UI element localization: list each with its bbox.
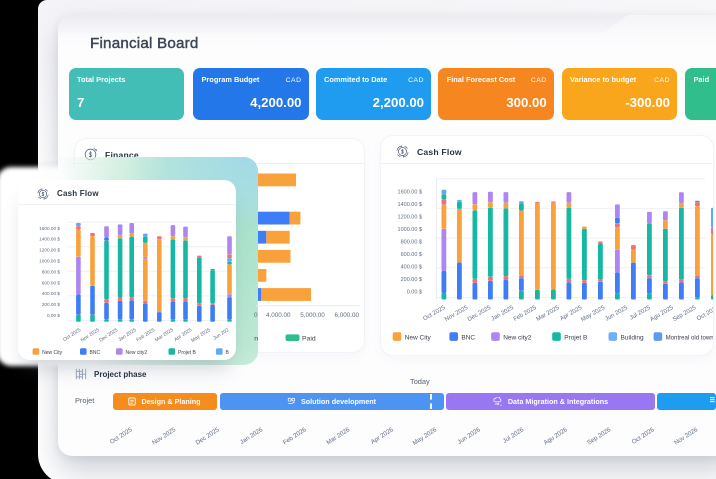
svg-text:Nov 2025: Nov 2025 (80, 327, 101, 344)
svg-text:0.00 $: 0.00 $ (407, 289, 422, 295)
svg-text:1200.00 $: 1200.00 $ (398, 215, 422, 221)
svg-text:BNC: BNC (461, 334, 475, 341)
svg-text:New city2: New city2 (503, 334, 532, 341)
svg-text:May 2026: May 2026 (411, 426, 438, 447)
svg-text:n: n (254, 335, 258, 342)
svg-text:0.00 $: 0.00 $ (47, 313, 60, 318)
svg-text:Mar 2025: Mar 2025 (154, 327, 175, 343)
svg-text:Oct 2026: Oct 2026 (631, 426, 656, 446)
svg-text:Agu 2026: Agu 2026 (543, 426, 570, 447)
svg-text:Dec 2025: Dec 2025 (98, 327, 119, 344)
svg-text:B: B (226, 350, 230, 356)
svg-text:Oct 2025: Oct 2025 (696, 305, 713, 323)
svg-text:Jul 2026: Jul 2026 (502, 426, 526, 445)
svg-text:Apr 2026: Apr 2026 (370, 426, 395, 446)
svg-text:Jun 2026: Jun 2026 (456, 426, 482, 446)
svg-text:Oct 2025: Oct 2025 (422, 305, 447, 323)
svg-text:Agu 2025: Agu 2025 (649, 305, 675, 323)
svg-text:800.00 $: 800.00 $ (401, 239, 422, 245)
svg-text:Jun 2025: Jun 2025 (605, 305, 630, 323)
svg-text:BNC: BNC (90, 350, 101, 356)
svg-text:Oct 2025: Oct 2025 (62, 327, 82, 343)
svg-text:4,000.00: 4,000.00 (266, 312, 291, 319)
svg-text:1600.00 $: 1600.00 $ (398, 190, 422, 196)
svg-text:Paid: Paid (302, 335, 316, 342)
svg-text:200.00 $: 200.00 $ (42, 302, 61, 307)
svg-text:Montreal old town: Montreal old town (666, 334, 713, 341)
svg-text:Jan 2025: Jan 2025 (117, 327, 137, 343)
svg-text:5,000.00: 5,000.00 (300, 312, 325, 319)
svg-text:Nov 2025: Nov 2025 (151, 426, 177, 447)
svg-text:Nov 2026: Nov 2026 (673, 426, 699, 447)
svg-text:Sep 2026: Sep 2026 (586, 426, 613, 447)
svg-text:1400.00 $: 1400.00 $ (398, 202, 422, 208)
svg-text:Mar 2026: Mar 2026 (325, 426, 351, 446)
svg-text:1000.00 $: 1000.00 $ (39, 259, 60, 264)
svg-text:May 2025: May 2025 (580, 305, 606, 324)
svg-text:Jan 2025: Jan 2025 (491, 305, 516, 323)
svg-text:Projet B: Projet B (564, 334, 587, 341)
svg-text:New city2: New city2 (126, 350, 148, 356)
svg-text:6,000.00: 6,000.00 (335, 312, 360, 319)
svg-text:200.00 $: 200.00 $ (401, 277, 422, 283)
svg-text:Feb 2025: Feb 2025 (513, 305, 539, 323)
svg-text:May 2025: May 2025 (190, 327, 212, 344)
svg-text:600.00 $: 600.00 $ (42, 280, 61, 285)
svg-text:1400.00 $: 1400.00 $ (39, 237, 60, 242)
svg-text:Jun 202: Jun 202 (212, 327, 230, 342)
svg-text:Dec 2025: Dec 2025 (195, 426, 221, 447)
svg-text:New City: New City (42, 350, 63, 356)
svg-text:Feb 2026: Feb 2026 (282, 426, 308, 446)
svg-text:1200.00 $: 1200.00 $ (39, 248, 60, 253)
svg-text:Jan 2026: Jan 2026 (239, 426, 265, 446)
svg-text:400.00 $: 400.00 $ (401, 264, 422, 270)
svg-text:Mar 2025: Mar 2025 (536, 305, 562, 323)
svg-text:Building: Building (621, 334, 645, 341)
svg-text:400.00 $: 400.00 $ (42, 291, 61, 296)
svg-text:1600.00 $: 1600.00 $ (39, 226, 60, 231)
svg-text:Oct 2025: Oct 2025 (109, 426, 134, 446)
svg-text:Nov 2025: Nov 2025 (444, 305, 470, 323)
svg-text:600.00 $: 600.00 $ (401, 252, 422, 258)
svg-text:1000.00 $: 1000.00 $ (398, 227, 422, 233)
svg-text:Dec 2025: Dec 2025 (467, 305, 493, 323)
svg-text:New City: New City (405, 334, 432, 341)
svg-text:0: 0 (254, 312, 258, 319)
svg-text:Projet B: Projet B (178, 350, 196, 356)
svg-text:800.00 $: 800.00 $ (42, 269, 61, 274)
svg-text:Feb 2025: Feb 2025 (135, 327, 156, 343)
svg-text:Sep 2025: Sep 2025 (672, 305, 698, 323)
